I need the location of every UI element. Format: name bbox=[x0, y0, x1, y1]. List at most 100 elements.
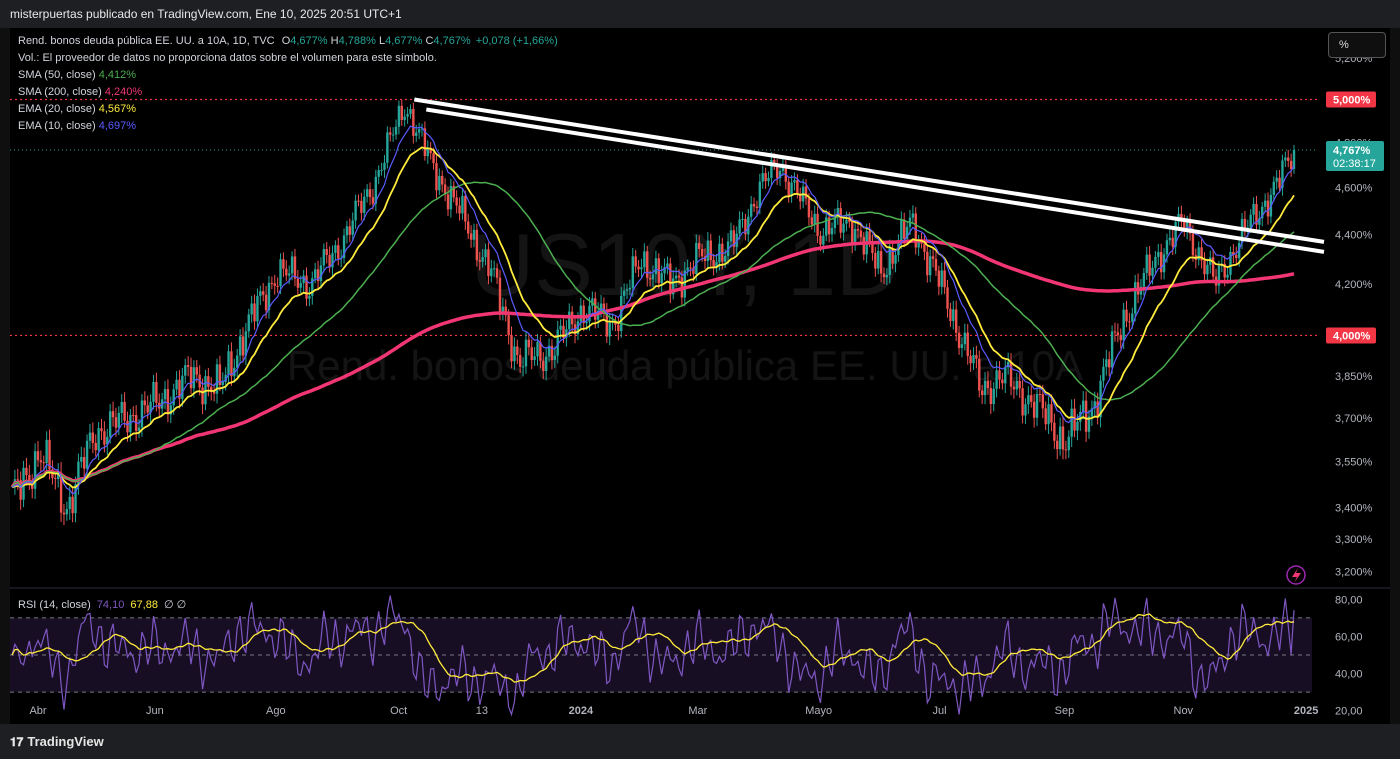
candle-body bbox=[429, 147, 432, 154]
candle-body bbox=[700, 248, 704, 257]
candle-body bbox=[683, 270, 686, 298]
publisher-header: misterpuertas publicado en TradingView.c… bbox=[10, 7, 402, 21]
candle-body bbox=[1064, 449, 1068, 451]
candle-body bbox=[331, 252, 334, 268]
candle-body bbox=[697, 242, 701, 249]
candle-body bbox=[215, 364, 219, 394]
candle-body bbox=[547, 345, 551, 357]
legend-ema10[interactable]: EMA (10, close) 4,697% bbox=[18, 120, 136, 132]
candle-body bbox=[1197, 247, 1200, 260]
level-price-tag bbox=[1326, 327, 1376, 344]
legend-ema20[interactable]: EMA (20, close) 4,567% bbox=[18, 103, 136, 115]
candle-body bbox=[1145, 254, 1148, 274]
candle-body bbox=[813, 213, 816, 225]
moving-averages bbox=[10, 125, 1295, 495]
candle-body bbox=[1289, 160, 1293, 169]
candle-body bbox=[550, 345, 554, 361]
candle-body bbox=[1070, 408, 1073, 437]
candle-body bbox=[654, 258, 658, 275]
percent-scale-button[interactable]: % bbox=[1328, 32, 1386, 58]
candle-body bbox=[585, 321, 588, 324]
candle-body bbox=[132, 414, 135, 416]
candle-body bbox=[426, 147, 429, 157]
time-tick-label: 13 bbox=[476, 705, 488, 717]
candle-body bbox=[770, 159, 773, 178]
time-axis[interactable]: Abr Jun Ago Oct 13 2024 Mar Mayo Jul Sep Nov 2025 bbox=[29, 705, 1318, 717]
candle-body bbox=[634, 256, 637, 267]
candle-body bbox=[712, 260, 715, 267]
candle-body bbox=[822, 235, 825, 245]
candle-body bbox=[648, 277, 652, 280]
candle-body bbox=[672, 278, 675, 295]
candle-body bbox=[212, 392, 216, 394]
tradingview-logo[interactable]: 𝟏𝟕 TradingView bbox=[10, 734, 104, 750]
candle-body bbox=[663, 267, 666, 274]
candle-body bbox=[432, 153, 435, 164]
candle-body bbox=[622, 290, 626, 296]
candle-body bbox=[807, 198, 811, 218]
candle-body bbox=[761, 173, 764, 182]
candle-body bbox=[911, 213, 915, 218]
high-label: H bbox=[330, 35, 339, 47]
candle-body bbox=[856, 228, 860, 231]
candle-body bbox=[423, 128, 427, 157]
candle-body bbox=[721, 243, 724, 262]
candle-body bbox=[484, 249, 487, 258]
legend-symbol-row: Rend. bonos deuda pública EE. UU. a 10A,… bbox=[18, 35, 558, 47]
price-axis[interactable]: 5,200%4,800%4,600%4,400%4,200%3,850%3,70… bbox=[10, 53, 1390, 589]
candle-body bbox=[1185, 220, 1189, 232]
candle-body bbox=[403, 116, 406, 120]
candle-body bbox=[640, 267, 643, 270]
candle-body bbox=[221, 381, 224, 385]
candle-body bbox=[527, 339, 531, 348]
candle-body bbox=[946, 287, 949, 309]
candle-body bbox=[980, 390, 984, 396]
candle-body bbox=[360, 200, 363, 213]
legend-sma50[interactable]: SMA (50, close) 4,412% bbox=[18, 69, 136, 81]
candle-body bbox=[441, 175, 444, 185]
candle-body bbox=[507, 315, 510, 336]
rsi-tick-label: 80,00 bbox=[1335, 594, 1363, 606]
candle-body bbox=[882, 273, 886, 278]
candle-body bbox=[758, 181, 762, 209]
time-tick-label: Mayo bbox=[805, 705, 832, 717]
candle-body bbox=[322, 249, 326, 266]
candle-body bbox=[1119, 335, 1122, 341]
candle-body bbox=[1263, 200, 1267, 207]
candle-body bbox=[389, 132, 392, 135]
candle-body bbox=[787, 181, 790, 197]
candle-body bbox=[862, 237, 865, 255]
candle-body bbox=[140, 400, 144, 428]
candle-body bbox=[1200, 247, 1203, 261]
trendline-channel[interactable] bbox=[414, 97, 1325, 254]
candle-body bbox=[894, 255, 897, 264]
candle-body bbox=[175, 379, 178, 390]
candle-body bbox=[729, 230, 733, 242]
candle-body bbox=[1255, 203, 1258, 225]
candle-body bbox=[735, 233, 738, 247]
candle-body bbox=[516, 346, 519, 356]
candle-body bbox=[97, 428, 100, 451]
candle-body bbox=[247, 314, 250, 332]
candle-body bbox=[793, 180, 796, 183]
rsi-ma-value: 67,88 bbox=[130, 599, 158, 611]
candle-body bbox=[1090, 408, 1094, 417]
candle-body bbox=[357, 200, 360, 202]
candle-body bbox=[313, 269, 317, 279]
candle-body bbox=[536, 342, 539, 357]
time-tick-label: 2025 bbox=[1294, 705, 1318, 717]
candle-body bbox=[478, 260, 481, 262]
price-tick-label: 3,200% bbox=[1335, 566, 1373, 578]
candle-body bbox=[943, 270, 946, 288]
legend-sma200[interactable]: SMA (200, close) 4,240% bbox=[18, 86, 142, 98]
candle-body bbox=[686, 267, 689, 271]
countdown-label: 02:38:17 bbox=[1333, 158, 1376, 170]
candle-body bbox=[923, 243, 926, 252]
rsi-legend[interactable]: RSI (14, close) 74,10 67,88 ∅ ∅ bbox=[18, 598, 186, 611]
candle-body bbox=[530, 347, 533, 361]
candle-body bbox=[937, 270, 941, 287]
candle-body bbox=[487, 249, 490, 277]
candle-body bbox=[1079, 411, 1082, 422]
candle-body bbox=[1102, 366, 1105, 381]
